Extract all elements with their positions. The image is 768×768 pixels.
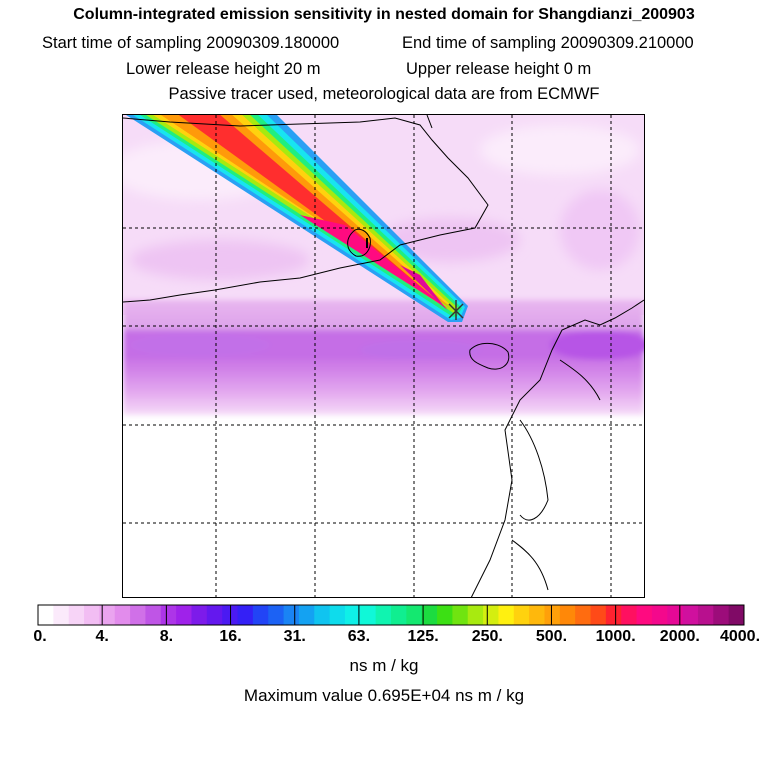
colorbar-segment xyxy=(682,605,699,625)
colorbar-segment xyxy=(697,605,714,625)
colorbar-tick-label: 500. xyxy=(535,628,568,645)
x-marker-icon xyxy=(448,300,464,320)
colorbar-tick-label: 4000. xyxy=(719,628,761,645)
units-label: ns m / kg xyxy=(349,656,419,675)
colorbar-segment xyxy=(421,605,438,625)
colorbar-segment xyxy=(498,605,515,625)
colorbar-segment xyxy=(237,605,254,625)
colorbar-segment xyxy=(728,605,745,625)
end-time-label: End time of sampling 20090309.210000 xyxy=(402,34,694,52)
colorbar-segment xyxy=(391,605,407,625)
grid-lines xyxy=(123,115,644,597)
colorbar-segment xyxy=(621,605,638,625)
colorbar-segment xyxy=(314,605,331,625)
map-field xyxy=(123,115,644,597)
colorbar-tick-label: 16. xyxy=(219,628,242,645)
colorbar-segment xyxy=(84,605,100,625)
colorbar-segment xyxy=(99,605,116,625)
lower-height-label: Lower release height 20 m xyxy=(126,60,321,78)
colorbar-segment xyxy=(268,605,285,625)
upper-height-label: Upper release height 0 m xyxy=(406,60,592,78)
colorbar-segment xyxy=(160,605,177,625)
colorbar-segment xyxy=(529,605,545,625)
colorbar-segment xyxy=(559,605,576,625)
colorbar-segment xyxy=(114,605,131,625)
colorbar-segment xyxy=(68,605,85,625)
colorbar-segment xyxy=(406,605,423,625)
map-frame xyxy=(122,114,645,598)
colorbar-segment xyxy=(590,605,607,625)
colorbar-segment xyxy=(38,605,54,625)
colorbar-segment xyxy=(329,605,346,625)
colorbar-segment xyxy=(252,605,269,625)
colorbar-tick-label: 0. xyxy=(33,628,47,645)
colorbar-tick-label: 8. xyxy=(159,628,174,645)
colorbar-segment xyxy=(283,605,300,625)
colorbar-tick-label: 63. xyxy=(347,628,371,645)
colorbar-segment xyxy=(145,605,162,625)
colorbar-segment xyxy=(191,605,208,625)
coastlines xyxy=(123,115,644,597)
colorbar-frame xyxy=(37,604,745,626)
colorbar-segment xyxy=(667,605,684,625)
colorbar-segment xyxy=(298,605,315,625)
colorbar-segment xyxy=(651,605,668,625)
colorbar-segment xyxy=(713,605,730,625)
colorbar-segment xyxy=(636,605,653,625)
colorbar-segment xyxy=(375,605,392,625)
colorbar-segment xyxy=(513,605,530,625)
colorbar-segment xyxy=(360,605,377,625)
start-time-label: Start time of sampling 20090309.180000 xyxy=(42,34,340,52)
colorbar-segment xyxy=(53,605,70,625)
tracer-info-line: Passive tracer used, meteorological data… xyxy=(168,85,600,103)
colorbar-segment xyxy=(575,605,592,625)
colorbar-tick-label: 31. xyxy=(283,628,306,645)
colorbar-segment xyxy=(483,605,499,625)
colorbar-segment xyxy=(605,605,622,625)
colorbar-segment xyxy=(467,605,484,625)
colorbar-segment xyxy=(437,605,453,625)
purple-band xyxy=(123,300,644,415)
colorbar-tick-label: 1000. xyxy=(595,628,636,645)
colorbar-tick-label: 250. xyxy=(471,628,503,645)
plot-title: Column-integrated emission sensitivity i… xyxy=(73,6,695,23)
colorbar-tick-label: 4. xyxy=(95,628,109,645)
colorbar-segment xyxy=(452,605,469,625)
colorbar-segment xyxy=(176,605,192,625)
colorbar-segment xyxy=(206,605,223,625)
colorbar-segment xyxy=(544,605,561,625)
colorbar-tick-label: 2000. xyxy=(659,628,700,645)
colorbar-tick-label: 125. xyxy=(407,628,439,645)
colorbar-segment xyxy=(344,605,361,625)
maximum-value-label: Maximum value 0.695E+04 ns m / kg xyxy=(243,686,525,705)
colorbar-segment xyxy=(130,605,146,625)
